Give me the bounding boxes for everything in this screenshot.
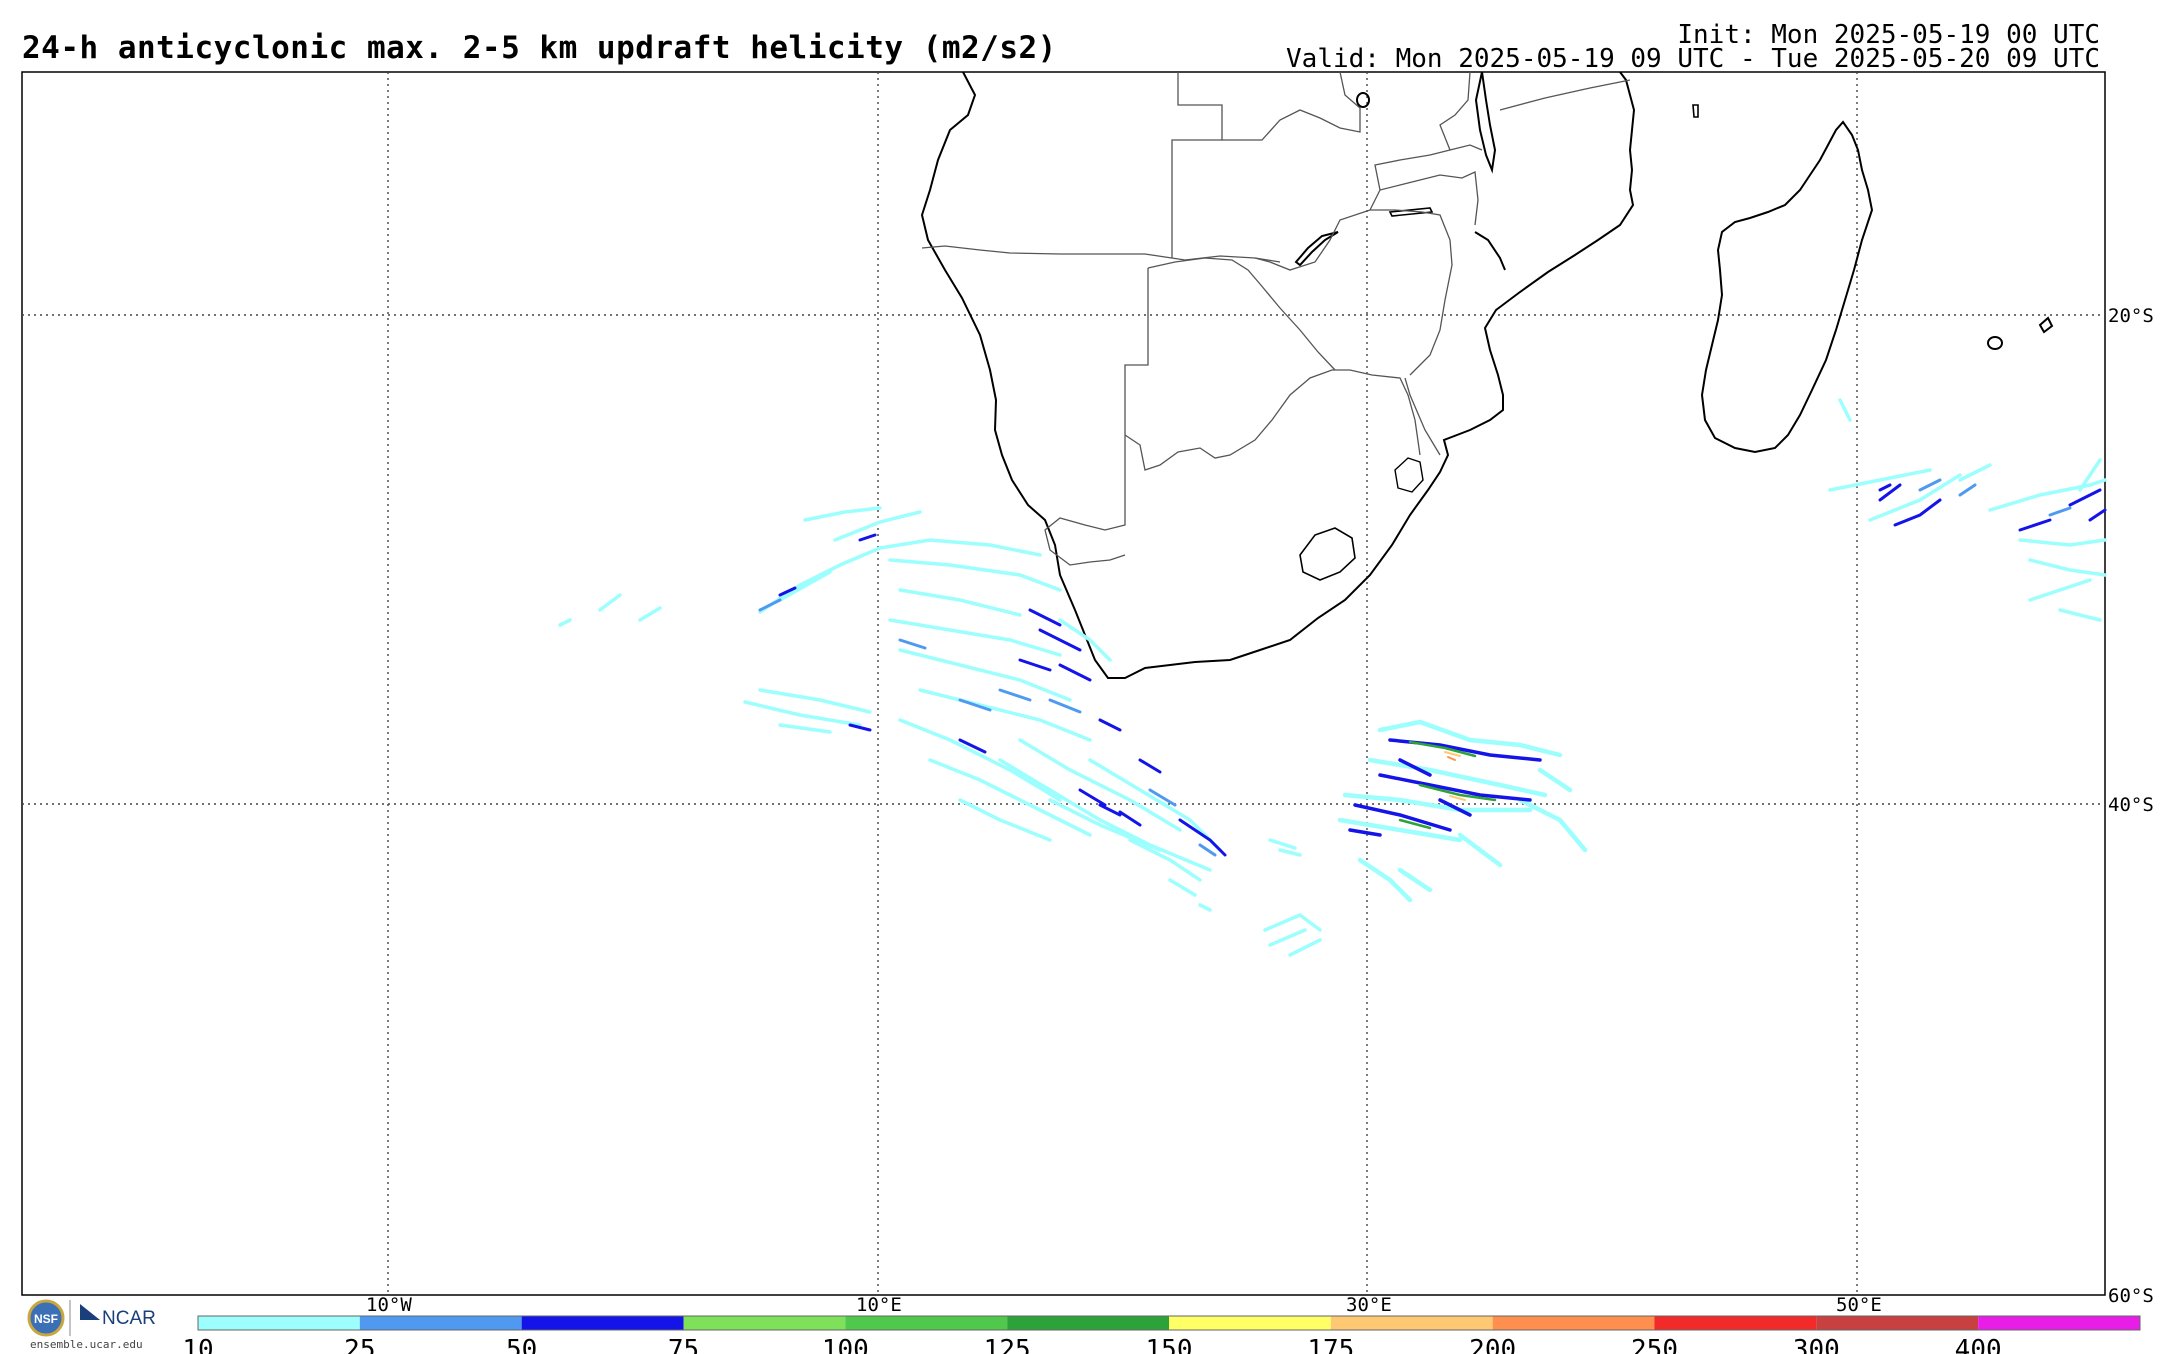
ncar-wordmark: NCAR xyxy=(102,1308,156,1329)
colorbar-label: 100 xyxy=(822,1335,869,1354)
nsf-seal-icon xyxy=(27,1299,65,1337)
colorbar-label: 125 xyxy=(984,1335,1031,1354)
colorbar-label: 250 xyxy=(1631,1335,1678,1354)
lat-label-20s: 20°S xyxy=(2108,305,2154,327)
colorbar-label: 75 xyxy=(668,1335,699,1354)
colorbar-swatch xyxy=(1816,1316,1979,1330)
lat-label-60s: 60°S xyxy=(2108,1285,2154,1307)
colorbar-swatch xyxy=(1654,1316,1817,1330)
lake-victoria-edge xyxy=(1356,92,1370,108)
lon-label-10w: 10°W xyxy=(366,1294,412,1316)
country-borders xyxy=(921,71,1631,566)
colorbar: 10 25 50 75 100 125 150 175 200 250 300 400 xyxy=(182,1315,2141,1354)
colorbar-outline xyxy=(197,1315,2141,1331)
lon-label-50e: 50°E xyxy=(1836,1294,1882,1316)
colorbar-swatch xyxy=(1169,1316,1331,1330)
colorbar-swatch xyxy=(1330,1316,1493,1330)
nsf-ncar-logo: NSF xyxy=(27,1299,100,1337)
init-time: Init: Mon 2025-05-19 00 UTC xyxy=(1677,20,2100,50)
graticule xyxy=(22,72,2105,1295)
lon-label-30e: 30°E xyxy=(1346,1294,1392,1316)
colorbar-swatch xyxy=(359,1316,522,1330)
valid-time: Valid: Mon 2025-05-19 09 UTC - Tue 2025-… xyxy=(1286,44,2100,74)
map-frame xyxy=(21,71,2106,1296)
colorbar-label: 400 xyxy=(1955,1335,2002,1354)
ensemble-url: ensemble.ucar.edu xyxy=(30,1338,143,1351)
ncar-mark-icon xyxy=(80,1304,100,1320)
colorbar-label: 175 xyxy=(1307,1335,1354,1354)
lake-cahora xyxy=(1388,207,1434,217)
colorbar-label: 200 xyxy=(1469,1335,1516,1354)
colorbar-label: 10 xyxy=(182,1335,213,1354)
nsf-seal-text: NSF xyxy=(34,1312,58,1326)
island-comoros xyxy=(1692,104,1699,118)
colorbar-label: 25 xyxy=(344,1335,375,1354)
colorbar-swatch xyxy=(198,1316,360,1330)
zambezi-shore xyxy=(1474,231,1506,271)
island-reunion xyxy=(2038,316,2054,334)
madagascar-coastline xyxy=(1700,120,1874,454)
lesotho-border xyxy=(1299,527,1356,581)
lat-label-40s: 40°S xyxy=(2108,794,2154,816)
colorbar-label: 50 xyxy=(506,1335,537,1354)
colorbar-swatch xyxy=(683,1316,846,1330)
lake-malawi xyxy=(1474,71,1497,174)
map-title: 24-h anticyclonic max. 2-5 km updraft he… xyxy=(22,30,1057,66)
colorbar-label: 300 xyxy=(1793,1335,1840,1354)
colorbar-label: 150 xyxy=(1146,1335,1193,1354)
island-mauritius xyxy=(1987,336,2003,350)
helicity-swaths xyxy=(558,398,2107,957)
lon-label-10e: 10°E xyxy=(856,1294,902,1316)
colorbar-swatch xyxy=(521,1316,684,1330)
colorbar-swatch xyxy=(845,1316,1008,1330)
eswatini-border xyxy=(1394,457,1424,493)
colorbar-swatch xyxy=(1492,1316,1655,1330)
africa-coastline xyxy=(920,71,1636,679)
colorbar-swatch xyxy=(1978,1316,2140,1330)
colorbar-swatch xyxy=(1007,1316,1169,1330)
